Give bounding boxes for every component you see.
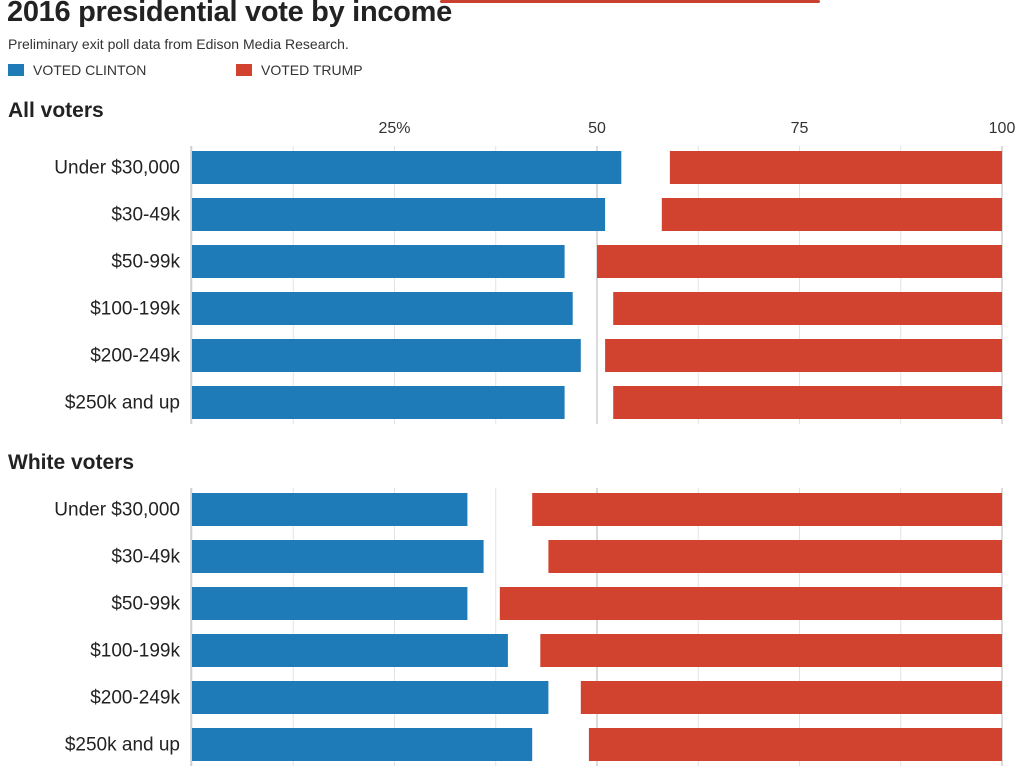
category-label-white-200-249k: $200-249k bbox=[90, 688, 180, 709]
category-label-white-30-49k: $30-49k bbox=[111, 547, 180, 568]
bar-clinton-white-50-99k bbox=[192, 587, 468, 620]
bar-trump-white-250k-and-up bbox=[588, 728, 1002, 761]
tick-label-75: 75 bbox=[791, 120, 809, 137]
section-heading-white-voters: White voters bbox=[8, 451, 135, 474]
legend-item-trump: VOTED TRUMP bbox=[236, 62, 363, 78]
bar-trump-white-30-49k bbox=[548, 540, 1002, 573]
bar-clinton-white-100-199k bbox=[192, 634, 508, 667]
bar-trump-all-250k-and-up bbox=[613, 386, 1002, 419]
category-label-white-under-30-000: Under $30,000 bbox=[54, 500, 180, 521]
bar-trump-white-200-249k bbox=[580, 681, 1002, 714]
bar-clinton-all-200-249k bbox=[192, 339, 581, 372]
legend-label-clinton: VOTED CLINTON bbox=[33, 62, 147, 78]
top-accent-rule bbox=[440, 0, 820, 3]
bar-clinton-white-30-49k bbox=[192, 540, 484, 573]
category-label-all-30-49k: $30-49k bbox=[111, 205, 180, 226]
category-label-all-200-249k: $200-249k bbox=[90, 346, 180, 367]
bar-trump-all-50-99k bbox=[597, 245, 1002, 278]
bar-trump-white-100-199k bbox=[540, 634, 1002, 667]
bar-clinton-all-30-49k bbox=[192, 198, 606, 231]
tick-label-50: 50 bbox=[588, 120, 606, 137]
legend-swatch-clinton bbox=[8, 64, 24, 76]
section-heading-all-voters: All voters bbox=[8, 99, 104, 122]
bar-clinton-all-100-199k bbox=[192, 292, 573, 325]
bar-clinton-all-50-99k bbox=[192, 245, 565, 278]
bar-clinton-all-under-30-000 bbox=[192, 151, 622, 184]
bar-clinton-white-250k-and-up bbox=[192, 728, 533, 761]
bar-trump-all-30-49k bbox=[661, 198, 1002, 231]
legend-item-clinton: VOTED CLINTON bbox=[8, 62, 146, 78]
bar-trump-white-under-30-000 bbox=[532, 493, 1002, 526]
category-label-white-50-99k: $50-99k bbox=[111, 594, 180, 615]
bar-trump-all-100-199k bbox=[613, 292, 1002, 325]
bar-clinton-all-250k-and-up bbox=[192, 386, 565, 419]
category-label-all-under-30-000: Under $30,000 bbox=[54, 158, 180, 179]
bar-trump-white-50-99k bbox=[499, 587, 1002, 620]
bar-clinton-white-200-249k bbox=[192, 681, 549, 714]
legend-label-trump: VOTED TRUMP bbox=[261, 62, 363, 78]
bar-trump-all-200-249k bbox=[605, 339, 1002, 372]
chart-title: 2016 presidential vote by income bbox=[7, 0, 452, 28]
category-label-white-250k-and-up: $250k and up bbox=[65, 735, 180, 756]
bar-trump-all-under-30-000 bbox=[669, 151, 1002, 184]
category-label-all-250k-and-up: $250k and up bbox=[65, 393, 180, 414]
bar-clinton-white-under-30-000 bbox=[192, 493, 468, 526]
category-label-white-100-199k: $100-199k bbox=[90, 641, 180, 662]
chart-subtitle: Preliminary exit poll data from Edison M… bbox=[8, 36, 349, 52]
tick-label-25: 25% bbox=[378, 120, 410, 137]
category-label-all-50-99k: $50-99k bbox=[111, 252, 180, 273]
category-label-all-100-199k: $100-199k bbox=[90, 299, 180, 320]
tick-label-100: 100 bbox=[989, 120, 1016, 137]
legend-swatch-trump bbox=[236, 64, 252, 76]
